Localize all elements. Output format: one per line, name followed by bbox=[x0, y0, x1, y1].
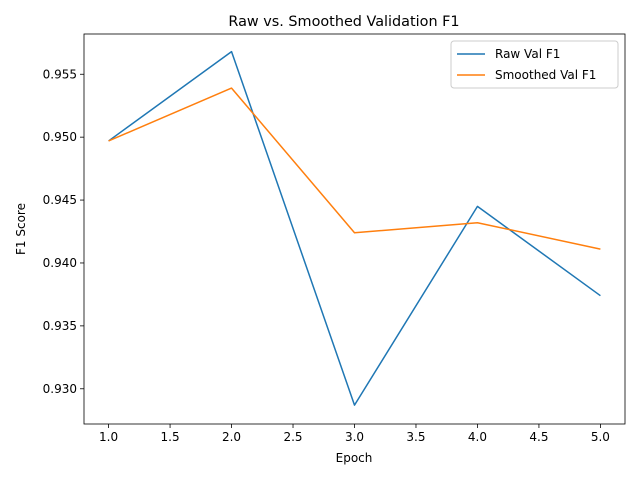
x-tick-label: 1.0 bbox=[99, 430, 118, 444]
x-tick-label: 3.5 bbox=[406, 430, 425, 444]
legend-label: Raw Val F1 bbox=[495, 47, 560, 61]
plot-frame bbox=[83, 33, 626, 425]
y-axis-label: F1 Score bbox=[14, 203, 28, 255]
y-tick-label: 0.955 bbox=[43, 67, 77, 81]
x-tick-label: 3.0 bbox=[345, 430, 364, 444]
y-axis: 0.930 0.935 0.940 0.945 0.950 0.955 bbox=[43, 67, 84, 396]
x-tick-label: 2.5 bbox=[283, 430, 302, 444]
series-line-0 bbox=[108, 50, 601, 406]
legend-box bbox=[450, 40, 619, 89]
legend: Raw Val F1 Smoothed Val F1 bbox=[450, 40, 619, 89]
x-tick-label: 4.0 bbox=[468, 430, 487, 444]
series-lines bbox=[108, 50, 601, 406]
plot-area bbox=[83, 33, 626, 425]
x-tick-label: 5.0 bbox=[591, 430, 610, 444]
series-line-1 bbox=[108, 87, 601, 250]
x-tick-label: 2.0 bbox=[222, 430, 241, 444]
x-axis-label: Epoch bbox=[336, 451, 373, 465]
y-tick-label: 0.945 bbox=[43, 193, 77, 207]
y-tick-label: 0.940 bbox=[43, 256, 77, 270]
chart-title: Raw vs. Smoothed Validation F1 bbox=[228, 14, 459, 30]
y-tick-label: 0.930 bbox=[43, 382, 77, 396]
y-tick-label: 0.950 bbox=[43, 130, 77, 144]
x-tick-label: 1.5 bbox=[161, 430, 180, 444]
x-tick-label: 4.5 bbox=[529, 430, 548, 444]
x-axis: 1.0 1.5 2.0 2.5 3.0 3.5 4.0 4.5 5.0 bbox=[99, 424, 610, 444]
y-tick-label: 0.935 bbox=[43, 319, 77, 333]
legend-label: Smoothed Val F1 bbox=[495, 68, 596, 82]
